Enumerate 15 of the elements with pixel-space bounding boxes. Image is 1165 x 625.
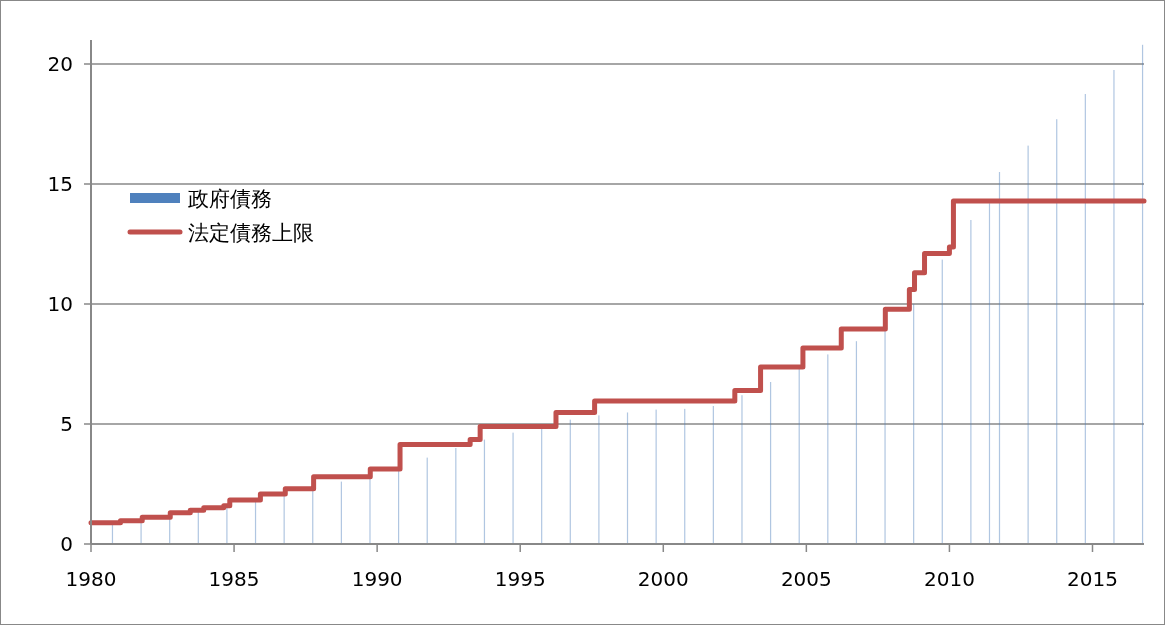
x-tick-label: 1995 bbox=[494, 567, 546, 591]
y-tick-label: 0 bbox=[60, 532, 73, 556]
legend-label: 政府債務 bbox=[188, 187, 272, 211]
x-tick-label: 2005 bbox=[780, 567, 832, 591]
legend-label: 法定債務上限 bbox=[188, 221, 314, 245]
x-tick-label: 2015 bbox=[1067, 567, 1118, 591]
y-tick-label: 20 bbox=[47, 52, 73, 76]
x-tick-label: 1985 bbox=[208, 567, 260, 591]
x-tick-label: 1980 bbox=[65, 567, 117, 591]
x-tick-label: 2000 bbox=[637, 567, 689, 591]
y-tick-label: 5 bbox=[60, 412, 73, 436]
x-tick-label: 1990 bbox=[351, 567, 403, 591]
y-tick-label: 10 bbox=[47, 292, 73, 316]
x-tick-label: 2010 bbox=[923, 567, 975, 591]
y-tick-label: 15 bbox=[47, 172, 73, 196]
